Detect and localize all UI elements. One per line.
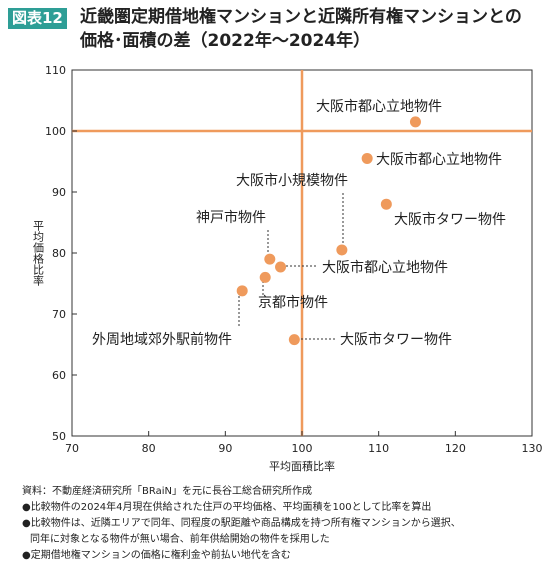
data-point [409, 116, 421, 128]
data-point-label: 神戸市物件 [196, 209, 266, 226]
y-tick-label: 70 [52, 308, 66, 321]
data-point [264, 253, 276, 265]
x-tick-label: 100 [292, 442, 313, 455]
y-tick-label: 100 [45, 125, 66, 138]
source-note: 資料：不動産経済研究所「BRaiN」を元に長谷工総合研究所作成 [22, 486, 312, 497]
data-point [288, 334, 300, 346]
x-tick-label: 90 [218, 442, 232, 455]
y-tick-label: 110 [45, 64, 66, 77]
data-point [380, 198, 392, 210]
data-point [236, 285, 248, 297]
chart-title-line1: 近畿圏定期借地権マンションと近隣所有権マンションとの [80, 7, 522, 27]
data-point-label: 大阪市都心立地物件 [316, 98, 442, 115]
data-point-label: 大阪市タワー物件 [340, 331, 452, 348]
x-tick-label: 70 [65, 442, 79, 455]
note-3: ●定期借地権マンションの価格に権利金や前払い地代を含む [22, 550, 291, 561]
data-point [336, 244, 348, 256]
x-tick-label: 110 [368, 442, 389, 455]
data-point-label: 京都市物件 [258, 294, 328, 311]
chart-title-line2: 価格･面積の差（2022年～2024年） [80, 31, 371, 51]
x-tick-label: 80 [142, 442, 156, 455]
data-point-label: 大阪市都心立地物件 [376, 151, 502, 168]
chart-notes: 資料：不動産経済研究所「BRaiN」を元に長谷工総合研究所作成 ●比較物件の20… [22, 484, 461, 564]
data-point [259, 271, 271, 283]
note-2b: 同年に対象となる物件が無い場合、前年供給開始の物件を採用した [30, 534, 330, 545]
y-tick-label: 80 [52, 247, 66, 260]
figure-badge: 図表12 [8, 8, 67, 29]
x-axis-label: 平均面積比率 [269, 459, 335, 473]
data-point [361, 152, 373, 164]
data-point-label: 大阪市タワー物件 [394, 211, 506, 228]
note-1: ●比較物件の2024年4月現在供給された住戸の平均価格、平均面積を100として比… [22, 502, 432, 513]
scatter-chart: 70 80 90 100 110 120 130 50 60 70 80 90 100 110 平均面積比率… [32, 64, 543, 473]
data-point-label: 大阪市小規模物件 [236, 172, 348, 189]
x-tick-label: 120 [445, 442, 466, 455]
y-axis-label: 平均価格比率 [32, 220, 45, 287]
y-tick-label: 50 [52, 430, 66, 443]
note-2a: ●比較物件は、近隣エリアで同年、同程度の駅距離や商品構成を持つ所有権マンションか… [22, 518, 461, 529]
y-tick-label: 90 [52, 186, 66, 199]
x-tick-label: 130 [522, 442, 543, 455]
data-point [275, 261, 287, 273]
data-point-label: 大阪市都心立地物件 [322, 259, 448, 276]
y-tick-label: 60 [52, 369, 66, 382]
data-point-label: 外周地域郊外駅前物件 [92, 331, 232, 348]
